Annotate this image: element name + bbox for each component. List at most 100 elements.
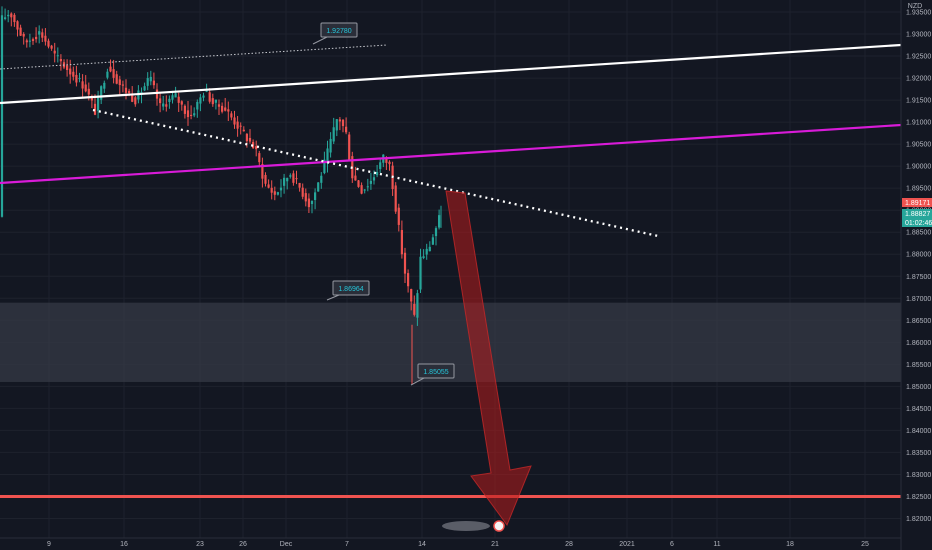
candle-body [379, 162, 382, 169]
candle-body [87, 88, 90, 95]
candle-body [413, 304, 416, 315]
price-tick-label: 1.84500 [906, 406, 931, 413]
candle-body [304, 193, 307, 202]
price-tag-label: 1.88827 [905, 211, 930, 218]
candle-body [233, 117, 236, 125]
annotation-pointer [410, 377, 425, 386]
annotation-label: 1.86964 [338, 286, 363, 293]
time-tick-label: 28 [565, 541, 573, 548]
candle-body [221, 105, 224, 112]
candle-body [410, 289, 413, 302]
candle-body [261, 164, 264, 179]
candle-body [0, 15, 4, 217]
price-tick-label: 1.93500 [906, 10, 931, 17]
candle-body [28, 40, 31, 42]
candle-body [332, 127, 335, 142]
upper-dotted-line[interactable] [0, 44, 388, 70]
candle-body [388, 161, 391, 165]
candle-body [360, 185, 363, 194]
candle-body [397, 207, 400, 225]
candle-body [162, 103, 165, 107]
price-tick-label: 1.92500 [906, 54, 931, 61]
annotations: 1.92780 1.86964 1.85055 [312, 22, 455, 386]
candle-body [227, 109, 230, 112]
candle-body [143, 86, 146, 91]
candle-body [242, 129, 245, 132]
candle-body [270, 187, 273, 193]
price-tag-label: 1.89171 [905, 200, 930, 207]
candle-body [264, 174, 267, 184]
candle-body [50, 45, 53, 49]
candle-body [118, 79, 121, 86]
time-tick-label: 26 [239, 541, 247, 548]
candle-body [75, 74, 78, 83]
time-tick-label: 16 [120, 541, 128, 548]
price-tick-label: 1.93000 [906, 32, 931, 39]
price-tick-label: 1.91500 [906, 98, 931, 105]
event-icons[interactable] [442, 520, 505, 532]
time-tick-label: 25 [861, 541, 869, 548]
candle-body [286, 177, 289, 182]
candle-body [121, 84, 124, 86]
annotation-label: 1.85055 [423, 369, 448, 376]
candle-body [199, 97, 202, 104]
candle-body [248, 137, 252, 142]
candle-body [47, 40, 50, 47]
price-tick-label: 1.82000 [906, 516, 931, 523]
candle-body [348, 134, 351, 160]
candle-body [53, 50, 56, 54]
candle-body [276, 192, 279, 195]
candle-body [416, 293, 419, 318]
candle-body [134, 97, 137, 105]
candle-body [307, 198, 310, 208]
time-tick-label: 7 [345, 541, 349, 548]
candle-body [106, 71, 109, 78]
candle-body [208, 92, 211, 102]
price-tags: 1.89171 1.88827 01:02:46 [902, 198, 932, 227]
candle-body [314, 192, 317, 201]
candle-body [255, 146, 258, 150]
candle-body [72, 71, 75, 77]
candle-body [385, 157, 388, 163]
white-trendline[interactable] [0, 43, 902, 105]
candle-body [190, 114, 193, 116]
candle-body [230, 113, 233, 118]
candle-body [236, 121, 239, 129]
candle-body [186, 110, 190, 118]
candle-body [431, 237, 434, 245]
magenta-trendline[interactable] [0, 123, 902, 185]
candle-body [239, 125, 242, 127]
candle-body [25, 40, 28, 43]
price-tick-label: 1.87000 [906, 296, 931, 303]
price-tag-box [902, 209, 932, 218]
candle-body [171, 95, 174, 100]
price-tick-label: 1.83000 [906, 472, 931, 479]
candle-body [44, 35, 47, 42]
symbol-label: NZD [908, 3, 922, 10]
candle-body [84, 84, 87, 92]
candle-body [400, 230, 403, 255]
price-tick-label: 1.82500 [906, 494, 931, 501]
candle-body [369, 180, 372, 184]
time-tick-label: 9 [47, 541, 51, 548]
candle-body [149, 76, 152, 82]
price-tick-label: 1.88000 [906, 252, 931, 259]
price-tick-label: 1.90000 [906, 164, 931, 171]
candle-body [10, 13, 13, 18]
candle-body [78, 78, 81, 80]
candle-body [434, 228, 438, 237]
candle-body [354, 175, 357, 181]
price-tag-label: 01:02:46 [905, 220, 932, 227]
candle-body [258, 153, 261, 163]
candle-body [224, 107, 227, 111]
candle-body [41, 32, 44, 38]
candle-body [128, 90, 131, 94]
candle-body [180, 101, 183, 105]
descending-dotted-line[interactable] [92, 108, 659, 238]
price-tag-box [902, 198, 932, 207]
down-arrow[interactable] [445, 190, 532, 527]
price-tick-label: 1.89500 [906, 186, 931, 193]
candle-body [38, 31, 41, 35]
candle-body [168, 98, 171, 102]
